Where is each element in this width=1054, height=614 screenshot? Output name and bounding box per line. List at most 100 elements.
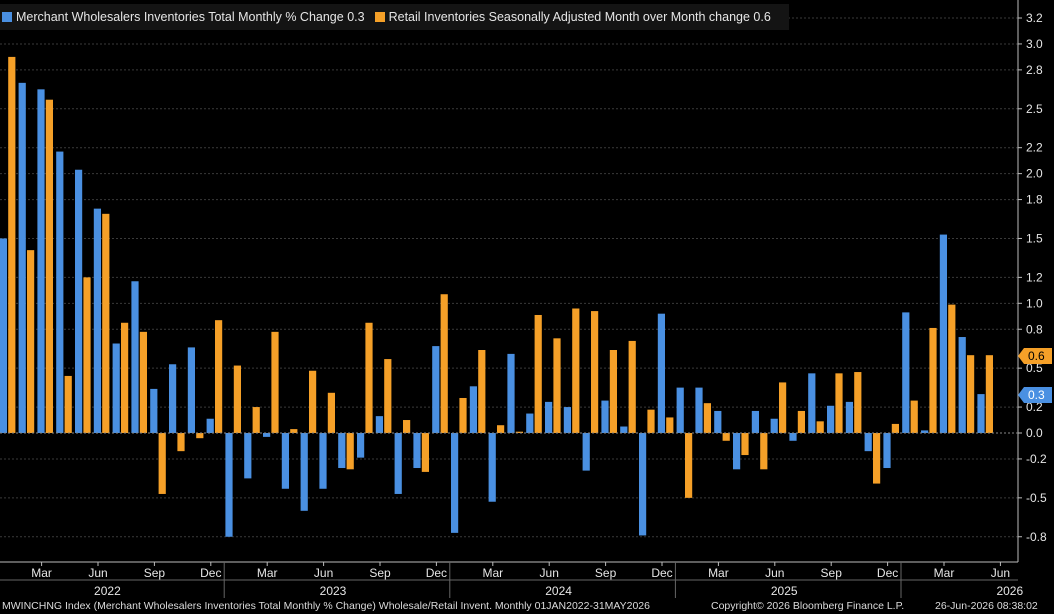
x-tick-label: Mar xyxy=(708,566,729,580)
y-tick-label: 2.0 xyxy=(1026,167,1043,181)
bar-wholesale xyxy=(770,418,778,433)
bar-wholesale xyxy=(714,410,722,433)
footer-timestamp: 26-Jun-2026 08:38:02 xyxy=(935,600,1038,612)
bar-wholesale xyxy=(281,433,289,489)
bar-retail xyxy=(440,294,448,433)
bar-wholesale xyxy=(695,387,703,433)
bar-wholesale xyxy=(319,433,327,489)
y-tick-label: 1.8 xyxy=(1026,193,1043,207)
bar-wholesale xyxy=(37,89,45,433)
last-value-tag-wholesale-shape xyxy=(1018,387,1052,403)
y-tick-label: 0.5 xyxy=(1026,361,1043,375)
x-tick-label: Jun xyxy=(540,566,559,580)
last-value-tag-retail-text: 0.6 xyxy=(1028,349,1045,363)
x-tick-label: Sep xyxy=(369,566,391,580)
bar-retail xyxy=(741,433,749,456)
bar-retail xyxy=(196,433,204,439)
x-tick-label: Dec xyxy=(877,566,898,580)
bar-retail xyxy=(929,327,937,433)
y-tick-label: 3.0 xyxy=(1026,37,1043,51)
plot-area xyxy=(0,0,1018,562)
bar-retail xyxy=(102,213,110,433)
bar-wholesale xyxy=(150,388,158,433)
bar-retail xyxy=(722,433,730,441)
bar-wholesale xyxy=(902,312,910,433)
bar-wholesale xyxy=(244,433,252,479)
bar-wholesale xyxy=(676,387,684,433)
x-tick-label: Dec xyxy=(200,566,221,580)
bar-wholesale xyxy=(620,426,628,433)
bar-retail xyxy=(703,403,711,433)
bar-retail xyxy=(572,308,580,433)
bar-wholesale xyxy=(526,413,534,433)
bar-retail xyxy=(647,409,655,433)
bar-retail xyxy=(252,407,260,433)
legend-label-retail: Retail Inventories Seasonally Adjusted M… xyxy=(388,10,750,24)
bar-retail xyxy=(139,331,147,433)
legend-item-retail: Retail Inventories Seasonally Adjusted M… xyxy=(374,10,771,24)
bar-wholesale xyxy=(789,433,797,441)
bar-retail xyxy=(628,340,636,433)
bar-retail xyxy=(421,433,429,472)
bar-wholesale xyxy=(507,353,515,433)
legend-swatch-wholesale xyxy=(2,12,12,22)
x-tick-label: Dec xyxy=(651,566,672,580)
bar-retail xyxy=(591,311,599,433)
bar-wholesale xyxy=(432,346,440,433)
y-tick-label: -0.5 xyxy=(1026,491,1047,505)
year-label: 2026 xyxy=(996,584,1023,598)
bar-wholesale xyxy=(563,407,571,433)
bar-retail xyxy=(685,433,693,498)
bar-wholesale xyxy=(187,347,195,433)
bar-wholesale xyxy=(451,433,459,533)
bar-wholesale xyxy=(225,433,233,537)
y-tick-label: 0.2 xyxy=(1026,400,1043,414)
x-tick-label: Jun xyxy=(991,566,1010,580)
y-tick-label: 0.0 xyxy=(1026,426,1043,440)
bar-wholesale xyxy=(93,208,101,433)
bar-retail xyxy=(816,421,824,433)
bar-wholesale xyxy=(808,373,816,433)
legend-label-wholesale: Merchant Wholesalers Inventories Total M… xyxy=(16,10,344,24)
bar-wholesale xyxy=(112,343,120,433)
bar-wholesale xyxy=(56,151,64,433)
x-tick-label: Mar xyxy=(482,566,503,580)
bar-retail xyxy=(967,355,975,433)
bar-retail xyxy=(985,355,993,433)
bar-retail xyxy=(534,314,542,433)
bar-wholesale xyxy=(469,386,477,433)
last-value-tag-wholesale: 0.3 xyxy=(1018,387,1052,403)
legend-last-retail: 0.6 xyxy=(753,10,771,24)
bar-wholesale xyxy=(0,238,7,433)
legend-last-wholesale: 0.3 xyxy=(347,10,365,24)
y-tick-label: 1.0 xyxy=(1026,296,1043,310)
bar-wholesale xyxy=(883,433,891,469)
last-value-tag-retail: 0.6 xyxy=(1018,348,1052,364)
bar-wholesale xyxy=(18,82,26,433)
bar-wholesale xyxy=(169,364,177,433)
x-tick-label: Sep xyxy=(144,566,166,580)
bar-retail xyxy=(158,433,166,494)
bar-wholesale xyxy=(488,433,496,502)
bar-retail xyxy=(497,425,505,433)
bar-retail xyxy=(45,99,53,433)
y-tick-label: -0.8 xyxy=(1026,530,1047,544)
bar-retail xyxy=(327,392,335,433)
bar-wholesale xyxy=(864,433,872,452)
year-label: 2023 xyxy=(320,584,347,598)
bar-wholesale xyxy=(545,401,553,433)
bar-wholesale xyxy=(751,410,759,433)
bar-wholesale xyxy=(582,433,590,471)
chart-legend: Merchant Wholesalers Inventories Total M… xyxy=(0,4,789,30)
x-tick-label: Sep xyxy=(821,566,843,580)
bar-retail xyxy=(83,277,91,433)
bar-retail xyxy=(346,433,354,470)
bar-retail xyxy=(835,373,843,433)
y-tick-label: -0.2 xyxy=(1026,452,1047,466)
bar-wholesale xyxy=(845,401,853,433)
bar-retail xyxy=(27,250,35,433)
bar-retail xyxy=(478,350,486,433)
footer-copyright: Copyright© 2026 Bloomberg Finance L.P. xyxy=(711,600,905,612)
bar-retail xyxy=(873,433,881,484)
